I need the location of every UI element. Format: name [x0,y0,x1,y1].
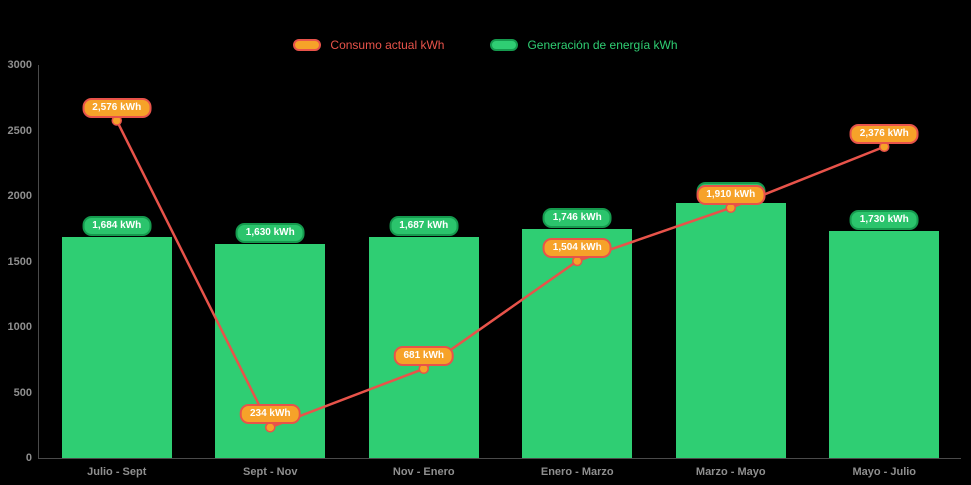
y-axis-tick-label: 1000 [7,321,32,333]
point-value-label: 234 kWh [239,404,301,425]
y-axis-tick-label: 2500 [7,124,32,137]
bar-generacion[interactable] [675,202,786,458]
x-axis-line [38,458,961,459]
y-axis-tick-label: 1500 [7,255,32,268]
y-axis-line [38,65,39,458]
legend-item-generacion[interactable]: Generación de energía kWh [490,38,678,52]
point-value-label: 2,576 kWh [82,97,152,118]
point-value-label: 1,910 kWh [696,184,766,205]
bar-value-label: 1,687 kWh [389,216,459,236]
bar-generacion[interactable] [829,231,940,458]
x-axis-label: Nov - Enero [392,466,455,478]
bar-generacion[interactable] [215,244,326,458]
bar-value-label: 1,730 kWh [849,210,919,231]
y-axis-tick-label: 500 [13,386,32,399]
x-axis-label: Enero - Marzo [540,466,614,478]
y-axis-tick-label: 2000 [7,190,32,202]
y-axis-tick-label: 0 [25,452,32,464]
bar-value-label: 1,630 kWh [235,223,305,244]
generacion-swatch-icon [490,39,519,51]
bar-value-label: 1,746 kWh [542,208,612,229]
point-value-label: 1,504 kWh [542,237,612,258]
x-axis-label: Marzo - Mayo [695,466,766,478]
legend-label-consumo: Consumo actual kWh [330,38,445,52]
x-axis-label: Mayo - Julio [852,466,917,478]
bar-generacion[interactable] [522,229,633,458]
bar-generacion[interactable] [61,237,172,458]
legend: Consumo actual kWh Generación de energía… [0,38,971,52]
x-axis-label: Julio - Sept [87,466,147,478]
consumo-swatch-icon [293,39,322,51]
y-axis-tick-label: 3000 [7,59,32,71]
bar-value-label: 1,684 kWh [82,216,152,237]
legend-item-consumo[interactable]: Consumo actual kWh [293,38,444,52]
legend-label-generacion: Generación de energía kWh [527,38,678,52]
x-axis-label: Sept - Nov [243,466,298,478]
point-value-label: 681 kWh [393,345,455,366]
point-value-label: 2,376 kWh [849,123,919,144]
